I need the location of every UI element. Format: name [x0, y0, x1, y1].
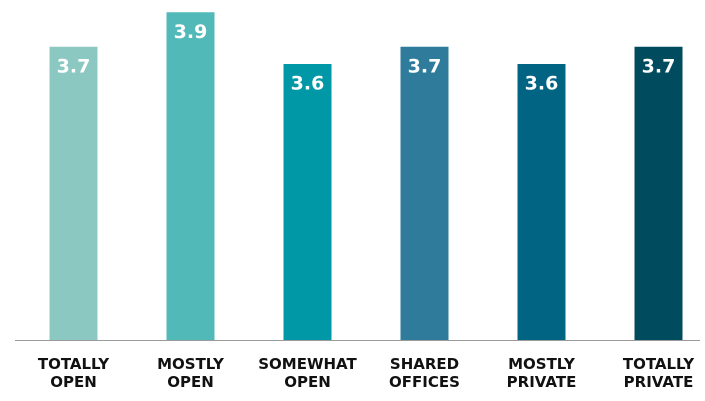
x-tick-label: TOTALLY OPEN	[38, 355, 110, 391]
x-tick-label: SHARED OFFICES	[389, 355, 460, 391]
x-tick-label: MOSTLY PRIVATE	[507, 355, 577, 391]
value-label: 3.7	[408, 55, 442, 77]
bar	[283, 64, 332, 340]
x-tick-label: MOSTLY OPEN	[157, 355, 225, 391]
bar	[49, 46, 98, 340]
x-tick-label: TOTALLY PRIVATE	[623, 355, 695, 391]
bar	[400, 46, 449, 340]
bar	[166, 12, 215, 340]
x-tick-label: SOMEWHAT OPEN	[258, 355, 357, 391]
value-label: 3.7	[57, 55, 91, 77]
value-label: 3.6	[525, 73, 559, 95]
bar	[517, 64, 566, 340]
value-label: 3.6	[291, 73, 325, 95]
value-label: 3.9	[174, 21, 208, 43]
bar	[634, 46, 683, 340]
value-label: 3.7	[642, 55, 676, 77]
